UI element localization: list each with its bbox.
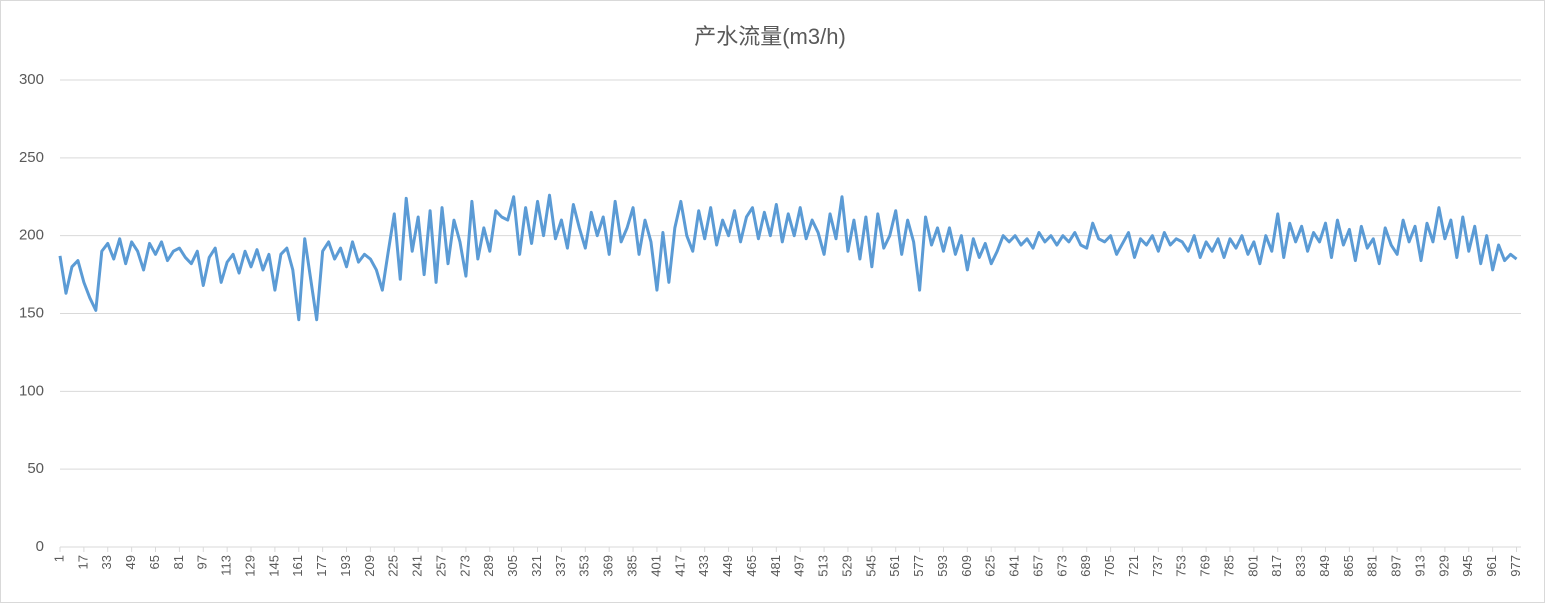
y-tick-label: 250	[19, 149, 44, 166]
x-tick-label: 929	[1436, 555, 1451, 577]
x-tick-label: 401	[648, 555, 663, 577]
x-tick-label: 257	[433, 555, 448, 577]
x-tick-label: 369	[601, 555, 616, 577]
x-tick-label: 33	[99, 555, 114, 569]
x-tick-label: 337	[553, 555, 568, 577]
x-tick-label: 641	[1007, 555, 1022, 577]
x-tick-label: 1	[51, 555, 66, 562]
x-tick-label: 625	[983, 555, 998, 577]
x-tick-label: 577	[911, 555, 926, 577]
x-tick-label: 865	[1341, 555, 1356, 577]
x-tick-label: 561	[887, 555, 902, 577]
x-tick-label: 273	[457, 555, 472, 577]
x-tick-label: 785	[1221, 555, 1236, 577]
x-tick-label: 449	[720, 555, 735, 577]
x-tick-label: 177	[314, 555, 329, 577]
x-tick-label: 609	[959, 555, 974, 577]
y-tick-label: 0	[36, 538, 44, 555]
x-tick-label: 65	[147, 555, 162, 569]
x-tick-label: 193	[338, 555, 353, 577]
x-tick-label: 657	[1030, 555, 1045, 577]
x-tick-label: 81	[171, 555, 186, 569]
x-tick-label: 849	[1317, 555, 1332, 577]
x-tick-label: 433	[696, 555, 711, 577]
x-tick-label: 225	[386, 555, 401, 577]
x-tick-label: 97	[195, 555, 210, 569]
x-tick-label: 417	[672, 555, 687, 577]
x-tick-label: 529	[839, 555, 854, 577]
y-tick-label: 50	[27, 460, 44, 477]
x-tick-label: 305	[505, 555, 520, 577]
x-tick-label: 145	[266, 555, 281, 577]
x-tick-label: 769	[1198, 555, 1213, 577]
y-tick-label: 200	[19, 227, 44, 244]
x-tick-label: 737	[1150, 555, 1165, 577]
x-tick-label: 513	[816, 555, 831, 577]
x-tick-label: 977	[1508, 555, 1523, 577]
x-tick-label: 113	[219, 555, 234, 576]
x-tick-label: 721	[1126, 555, 1141, 577]
chart-title: 产水流量(m3/h)	[694, 24, 846, 49]
x-tick-label: 385	[624, 555, 639, 577]
y-tick-label: 300	[19, 71, 44, 88]
data-line	[58, 193, 1518, 322]
x-tick-label: 897	[1389, 555, 1404, 577]
x-tick-label: 17	[75, 555, 90, 569]
x-tick-label: 881	[1365, 555, 1380, 577]
x-tick-label: 481	[768, 555, 783, 577]
x-tick-label: 801	[1245, 555, 1260, 577]
x-tick-label: 689	[1078, 555, 1093, 577]
x-tick-label: 353	[577, 555, 592, 577]
x-tick-label: 289	[481, 555, 496, 577]
x-tick-label: 241	[410, 555, 425, 577]
x-tick-label: 49	[123, 555, 138, 569]
x-tick-label: 593	[935, 555, 950, 577]
x-tick-label: 961	[1484, 555, 1499, 577]
x-tick-label: 545	[863, 555, 878, 577]
x-tick-label: 209	[362, 555, 377, 577]
x-tick-label: 817	[1269, 555, 1284, 577]
x-tick-label: 129	[242, 555, 257, 577]
y-tick-label: 100	[19, 382, 44, 399]
x-tick-label: 497	[792, 555, 807, 577]
x-tick-label: 673	[1054, 555, 1069, 577]
x-tick-label: 321	[529, 555, 544, 577]
x-tick-label: 705	[1102, 555, 1117, 577]
x-tick-label: 945	[1460, 555, 1475, 577]
x-tick-label: 465	[744, 555, 759, 577]
x-tick-label: 161	[290, 555, 305, 577]
x-tick-label: 833	[1293, 555, 1308, 577]
x-tick-label: 913	[1412, 555, 1427, 577]
y-tick-label: 150	[19, 304, 44, 321]
x-tick-label: 753	[1174, 555, 1189, 577]
